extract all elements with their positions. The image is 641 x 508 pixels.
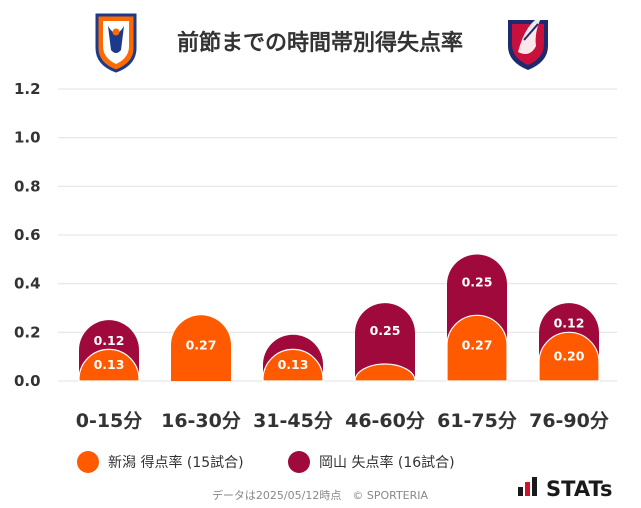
data-labels: 0.13 0.12 0.27 0.13 0.25 0.27 0.25 0.20 0.12: [94, 274, 585, 372]
data-label-okayama: 0.25: [462, 274, 493, 289]
legend-label-okayama: 岡山 失点率 (16試合): [319, 454, 455, 471]
legend: 新潟 得点率 (15試合) 岡山 失点率 (16試合): [77, 451, 455, 473]
y-tick-label: 0.4: [14, 275, 41, 293]
data-label-niigata: 0.13: [278, 357, 309, 372]
x-axis: 0-15分 16-30分 31-45分 46-60分 61-75分 76-90分: [76, 410, 609, 432]
y-tick-label: 1.2: [14, 80, 41, 98]
x-tick-label: 76-90分: [529, 410, 609, 432]
legend-marker-okayama: [288, 451, 310, 473]
data-label-niigata: 0.27: [462, 337, 493, 352]
y-tick-label: 0.8: [14, 177, 41, 195]
data-label-okayama: 0.25: [370, 323, 401, 338]
data-label-okayama: 0.12: [94, 333, 125, 348]
x-tick-label: 46-60分: [345, 410, 425, 432]
bar-niigata: [354, 363, 416, 382]
bar-okayama: [355, 303, 415, 381]
bar-niigata: [446, 314, 508, 382]
chart-title: 前節までの時間帯別得失点率: [177, 30, 463, 56]
legend-label-niigata: 新潟 得点率 (15試合): [108, 454, 244, 471]
data-label-okayama: 0.12: [554, 316, 585, 331]
y-axis: 0.0 0.2 0.4 0.6 0.8 1.0 1.2: [14, 80, 41, 390]
y-tick-label: 0.0: [14, 372, 41, 390]
y-tick-label: 0.6: [14, 226, 41, 244]
legend-marker-niigata: [77, 451, 99, 473]
bar-niigata: [538, 331, 600, 382]
footer-note: データは2025/05/12時点 © SPORTERIA: [212, 488, 429, 502]
albirex-niigata-crest-icon: [95, 13, 137, 73]
stats-bars-icon: [518, 477, 537, 496]
x-tick-label: 31-45分: [253, 410, 333, 432]
grid: [58, 88, 617, 382]
y-tick-label: 0.2: [14, 323, 41, 341]
x-tick-label: 0-15分: [76, 410, 143, 432]
data-label-niigata: 0.20: [554, 349, 585, 364]
x-tick-label: 16-30分: [161, 410, 241, 432]
stats-brand-text: STATs: [546, 477, 612, 501]
stats-logo: STATs: [518, 477, 612, 501]
data-label-niigata: 0.13: [94, 357, 125, 372]
y-tick-label: 1.0: [14, 129, 41, 147]
bar-niigata: [78, 348, 140, 382]
data-label-niigata: 0.27: [186, 337, 217, 352]
bar-niigata: [262, 348, 324, 382]
fagiano-okayama-crest-icon: [508, 16, 548, 70]
bar-niigata: [171, 315, 232, 381]
bars: [78, 254, 600, 382]
x-tick-label: 61-75分: [437, 410, 517, 432]
